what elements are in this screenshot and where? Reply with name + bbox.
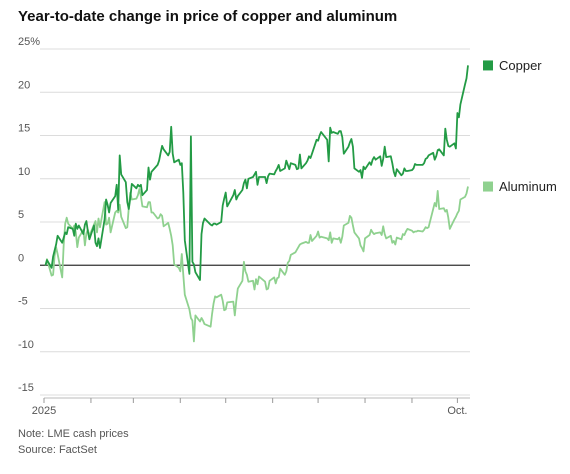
y-tick-label: 5: [18, 209, 24, 221]
series-line-aluminum: [44, 186, 469, 343]
gridlines: [40, 48, 470, 396]
y-tick-label: 10: [18, 166, 30, 178]
legend-label-copper: Copper: [499, 58, 542, 73]
x-axis: 2025 Oct.: [32, 397, 470, 417]
x-tick-label: Oct.: [447, 405, 467, 417]
legend-label-aluminum: Aluminum: [499, 179, 557, 194]
y-tick-label: 25%: [18, 36, 40, 48]
y-tick-label: 20: [18, 79, 30, 91]
chart-title: Year-to-date change in price of copper a…: [18, 8, 398, 25]
y-axis-tick-labels: -15 -10 -5 0 5 10 15 20 25%: [18, 36, 40, 394]
note-text: Note: LME cash prices: [18, 428, 129, 440]
legend-swatch-aluminum: [483, 181, 493, 192]
y-tick-label: -15: [18, 382, 34, 394]
legend: Copper Aluminum: [483, 58, 557, 194]
legend-swatch-copper: [483, 60, 493, 71]
y-tick-label: -10: [18, 339, 34, 351]
y-tick-label: -5: [18, 296, 28, 308]
y-tick-label: 15: [18, 123, 30, 135]
x-tick-label: 2025: [32, 405, 56, 417]
y-tick-label: 0: [18, 252, 24, 264]
source-text: Source: FactSet: [18, 444, 97, 456]
series-lines: [44, 65, 469, 343]
series-line-copper: [44, 65, 469, 281]
